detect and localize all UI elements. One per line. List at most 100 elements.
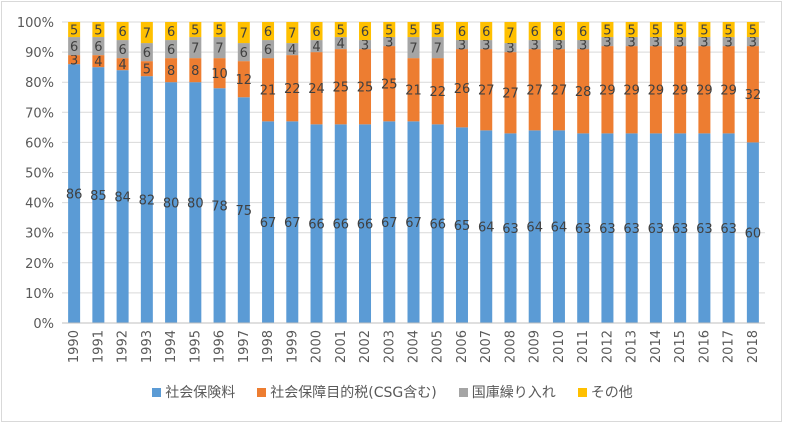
y-tick-label: 20%	[25, 257, 54, 272]
data-label: 66	[308, 218, 325, 233]
x-tick-label: 1990	[67, 330, 82, 363]
bar-segment-0	[407, 121, 420, 323]
data-label: 64	[478, 221, 495, 236]
data-label: 25	[333, 81, 350, 96]
legend-swatch	[152, 387, 162, 397]
data-label: 6	[70, 40, 78, 55]
y-tick-label: 40%	[25, 197, 54, 212]
data-label: 86	[66, 188, 83, 203]
data-label: 6	[531, 25, 539, 40]
data-label: 67	[405, 216, 422, 231]
data-label: 63	[623, 222, 640, 237]
data-label: 6	[264, 25, 272, 40]
bar-segment-0	[310, 124, 323, 323]
bar-segment-2	[455, 40, 468, 50]
x-tick-label: 2005	[431, 330, 446, 363]
bar-segment-3	[674, 22, 687, 38]
data-label: 29	[623, 84, 640, 99]
bar-segment-1	[698, 46, 711, 134]
bar-segment-3	[431, 22, 444, 38]
legend-item: 国庫繰り入れ	[458, 382, 556, 402]
data-label: 63	[696, 222, 713, 237]
data-label: 3	[628, 36, 636, 51]
data-label: 29	[696, 84, 713, 99]
bar-segment-1	[625, 46, 638, 134]
bar-segment-2	[189, 37, 202, 59]
y-tick-label: 0%	[33, 317, 54, 332]
legend-swatch	[458, 387, 468, 397]
data-label: 3	[70, 54, 78, 69]
bar-segment-3	[601, 22, 614, 38]
x-tick-label: 1993	[140, 330, 155, 363]
bar-segment-1	[359, 49, 372, 125]
bar-segment-2	[407, 37, 420, 59]
data-label: 82	[139, 194, 156, 209]
bar-segment-2	[262, 40, 275, 59]
y-tick-label: 50%	[25, 167, 54, 182]
bar-segment-2	[601, 37, 614, 47]
legend-label: 社会保険料	[165, 385, 236, 401]
bar-segment-3	[625, 22, 638, 38]
bar-segment-0	[746, 142, 759, 323]
bar-segment-1	[213, 58, 226, 89]
bar-segment-2	[92, 37, 105, 56]
data-label: 84	[114, 191, 131, 206]
data-label: 6	[458, 25, 466, 40]
x-tick-label: 2006	[455, 330, 470, 363]
data-label: 6	[361, 25, 369, 40]
x-tick-label: 1991	[91, 330, 106, 363]
bar-segment-1	[577, 49, 590, 134]
data-label: 7	[434, 42, 442, 57]
bar-segment-0	[528, 130, 541, 323]
data-label: 7	[288, 27, 296, 42]
data-label: 5	[749, 24, 757, 39]
legend-label: 社会保障目的税(CSG含む)	[270, 385, 437, 401]
data-label: 3	[700, 36, 708, 51]
bar-segment-1	[528, 49, 541, 131]
bar-segment-0	[601, 133, 614, 323]
bar-segment-0	[140, 76, 153, 324]
x-tick-label: 2017	[722, 330, 737, 363]
data-label: 63	[599, 222, 616, 237]
data-label: 5	[337, 24, 345, 39]
data-label: 3	[555, 39, 563, 54]
data-label: 6	[555, 25, 563, 40]
bar-segment-1	[92, 55, 105, 68]
data-label: 27	[526, 84, 543, 99]
y-tick-label: 70%	[25, 106, 54, 121]
data-label: 25	[357, 81, 374, 96]
bar-segment-0	[722, 133, 735, 323]
data-label: 5	[700, 24, 708, 39]
data-label: 3	[579, 39, 587, 54]
bar-segment-2	[334, 37, 347, 50]
x-tick-label: 2016	[697, 330, 712, 363]
data-label: 12	[236, 73, 253, 88]
legend-item: 社会保険料	[152, 382, 235, 402]
data-label: 6	[264, 43, 272, 58]
bar-segment-2	[746, 37, 759, 47]
data-label: 75	[236, 204, 253, 219]
bar-segment-2	[310, 40, 323, 53]
bar-segment-3	[359, 22, 372, 41]
bar-segment-0	[431, 124, 444, 323]
bar-segment-2	[625, 37, 638, 47]
bar-segment-0	[237, 97, 250, 323]
data-label: 66	[333, 218, 350, 233]
data-label: 3	[385, 36, 393, 51]
data-label: 7	[240, 27, 248, 42]
x-tick-label: 2015	[673, 330, 688, 363]
bar-segment-2	[480, 40, 493, 50]
bar-segment-2	[528, 40, 541, 50]
data-label: 64	[551, 221, 568, 236]
bar-segment-0	[674, 133, 687, 323]
bar-segment-1	[746, 46, 759, 143]
data-label: 4	[312, 40, 320, 55]
data-label: 7	[143, 27, 151, 42]
legend-label: その他	[590, 385, 633, 401]
bar-segment-3	[746, 22, 759, 38]
data-label: 66	[429, 218, 446, 233]
data-label: 7	[191, 42, 199, 57]
data-label: 7	[409, 42, 417, 57]
data-label: 63	[502, 222, 519, 237]
y-tick-label: 10%	[25, 287, 54, 302]
